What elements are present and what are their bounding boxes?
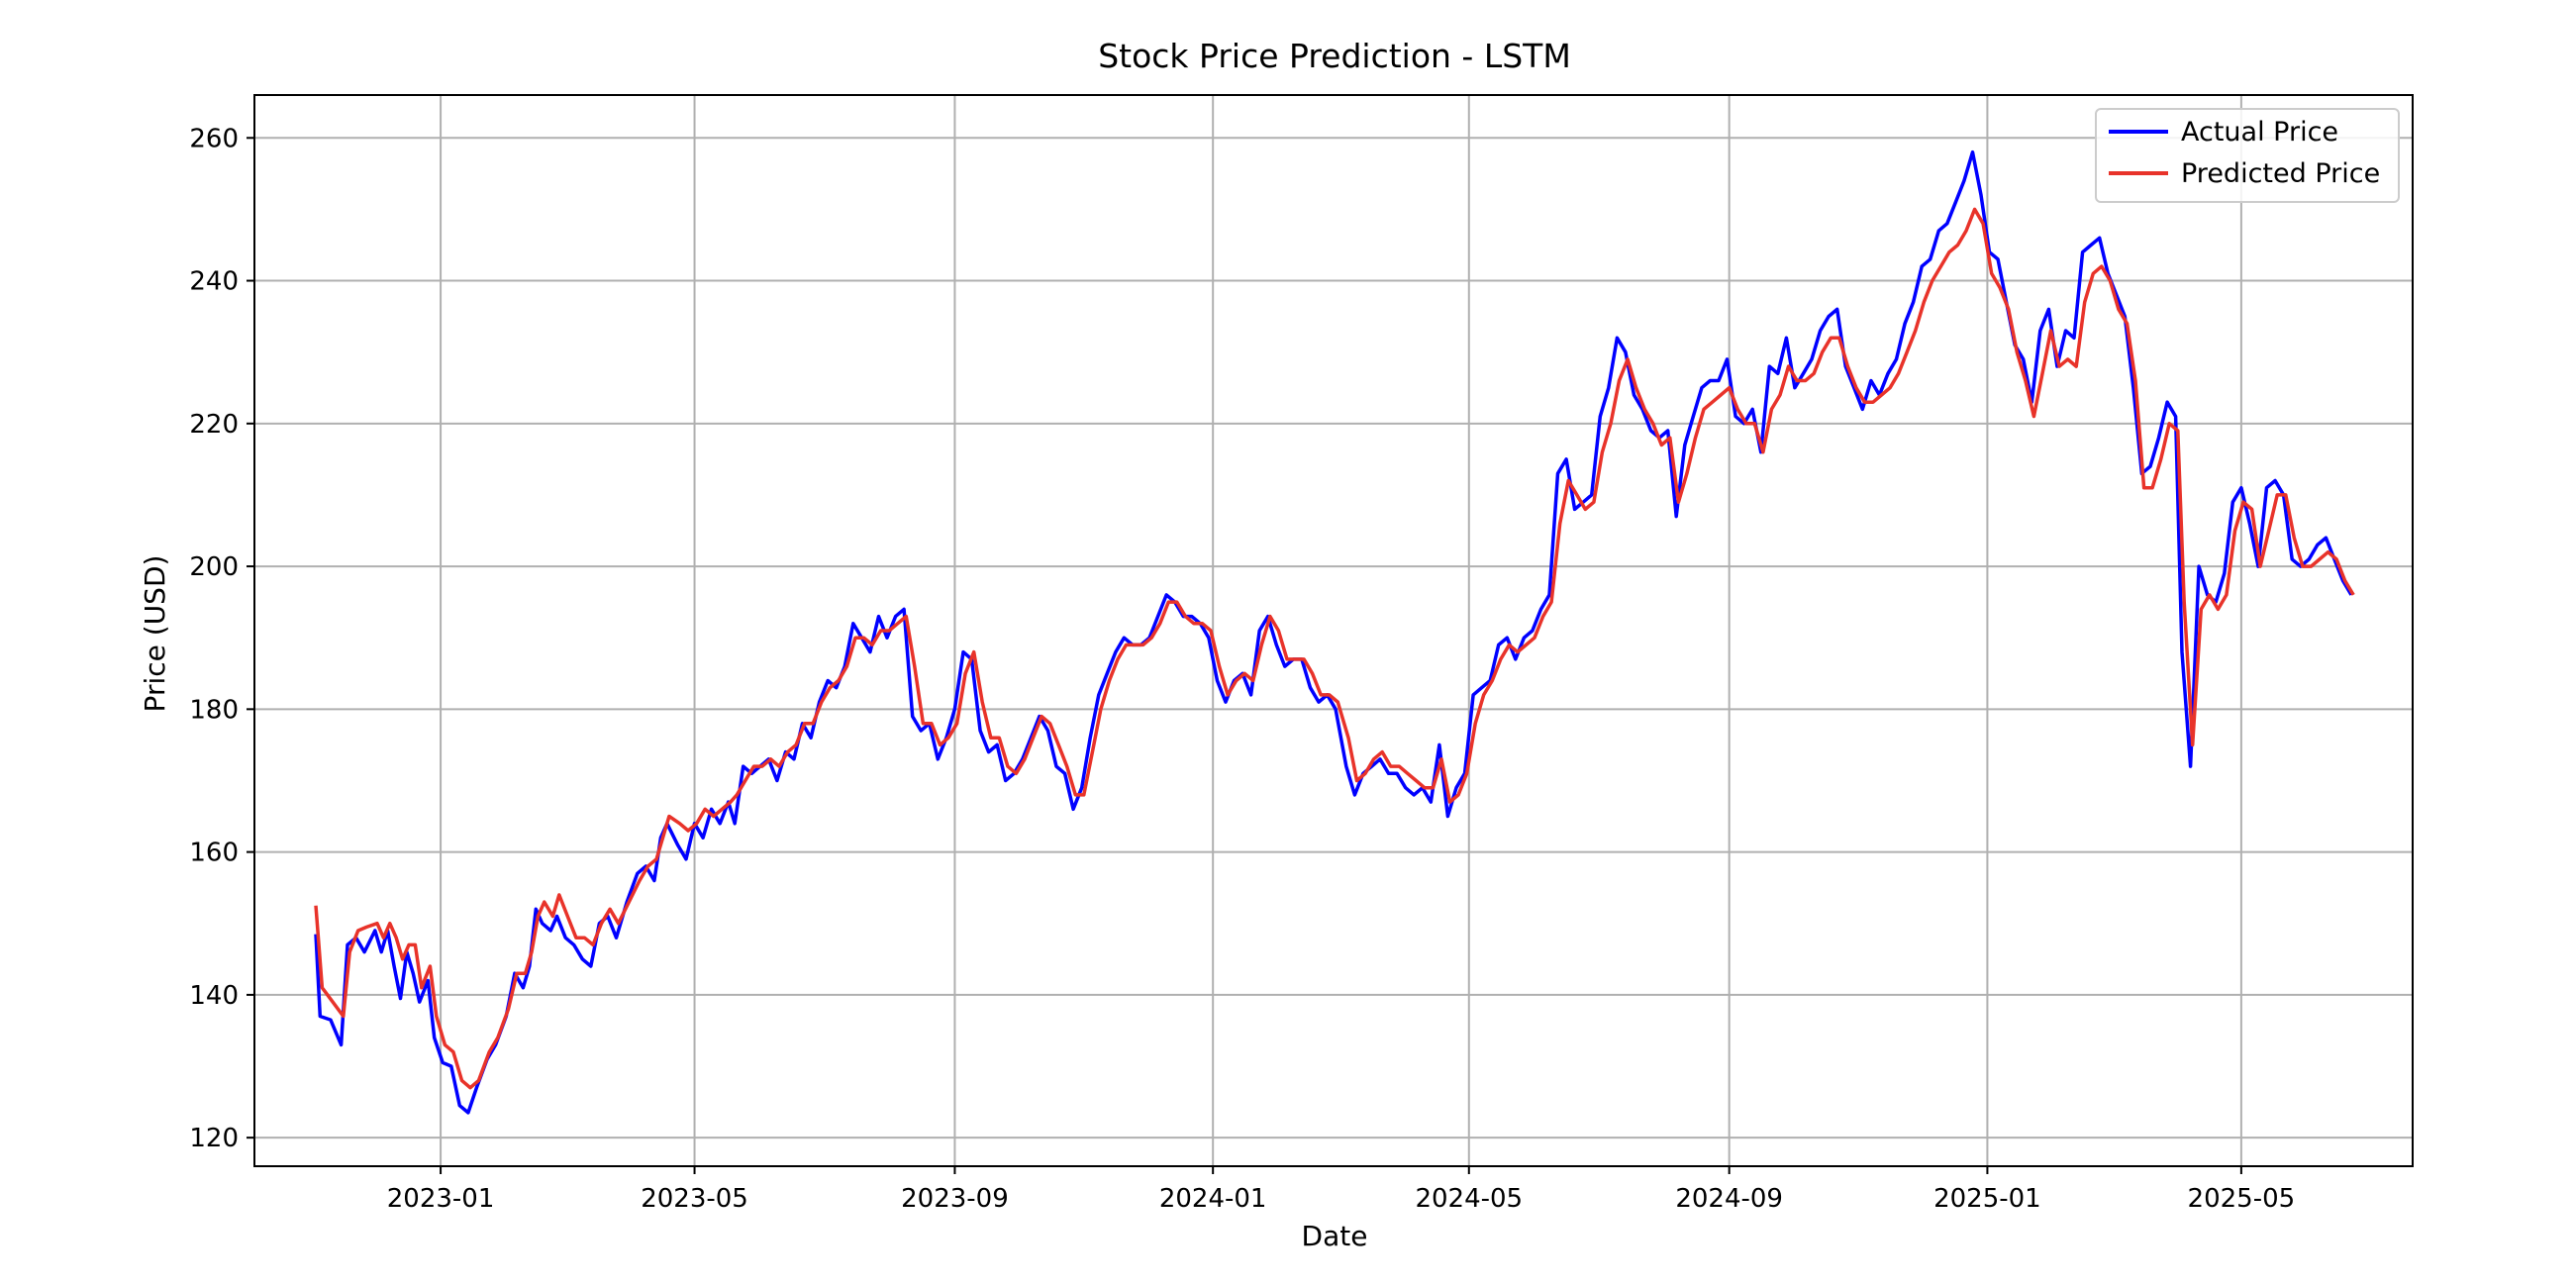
y-tick-label: 140 xyxy=(189,981,239,1011)
predicted-price-line xyxy=(314,207,2355,1090)
x-tick-label: 2024-09 xyxy=(1675,1184,1783,1214)
x-tick-label: 2025-05 xyxy=(2188,1184,2296,1214)
x-axis-label: Date xyxy=(1302,1220,1368,1252)
series-lines xyxy=(314,149,2355,1115)
chart-title: Stock Price Prediction - LSTM xyxy=(1098,37,1571,75)
grid-lines xyxy=(254,95,2413,1166)
plot-frame xyxy=(253,94,2414,1167)
y-tick-label: 220 xyxy=(189,410,239,440)
y-tick-label: 200 xyxy=(189,552,239,582)
x-tick-label: 2023-05 xyxy=(641,1184,748,1214)
y-tick-label: 120 xyxy=(189,1124,239,1153)
x-tick-label: 2023-09 xyxy=(901,1184,1009,1214)
legend-label-predicted: Predicted Price xyxy=(2181,158,2380,189)
y-tick-label: 180 xyxy=(189,695,239,725)
y-axis-label: Price (USD) xyxy=(139,555,171,713)
legend-box xyxy=(2095,108,2400,203)
x-tick-label: 2025-01 xyxy=(1933,1184,2041,1214)
x-tick-label: 2024-01 xyxy=(1159,1184,1267,1214)
y-tick-label: 240 xyxy=(189,267,239,297)
x-tick-label: 2023-01 xyxy=(387,1184,495,1214)
x-tick-label: 2024-05 xyxy=(1415,1184,1523,1214)
y-tick-label: 260 xyxy=(189,124,239,153)
legend-label-actual: Actual Price xyxy=(2181,117,2338,148)
legend: Actual Price Predicted Price xyxy=(2095,108,2400,203)
y-tick-label: 160 xyxy=(189,839,239,868)
axis-ticks: 2023-01 2023-05 2023-09 2024-01 2024-05 2024-… xyxy=(189,124,2295,1214)
